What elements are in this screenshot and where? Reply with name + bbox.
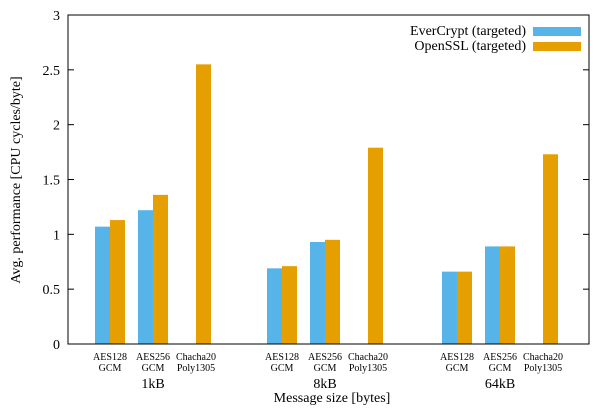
category-label: Poly1305 bbox=[177, 363, 215, 374]
legend-swatch-openssl bbox=[533, 42, 581, 51]
category-label: AES256 bbox=[308, 352, 342, 363]
category-label: Poly1305 bbox=[524, 363, 562, 374]
category-label: Chacha20 bbox=[176, 352, 216, 363]
category-label: GCM bbox=[314, 363, 337, 374]
bar-evercrypt bbox=[485, 246, 500, 344]
y-tick-label: 1 bbox=[53, 228, 60, 243]
legend-label-evercrypt: EverCrypt (targeted) bbox=[410, 24, 526, 39]
y-axis-title: Avg. performance [CPU cycles/byte] bbox=[9, 76, 24, 283]
bar-evercrypt bbox=[95, 226, 110, 344]
category-label: GCM bbox=[489, 363, 512, 374]
bar-openssl bbox=[282, 266, 297, 344]
x-axis-title: Message size [bytes] bbox=[274, 391, 391, 406]
category-label: AES256 bbox=[483, 352, 517, 363]
y-tick-label: 2.5 bbox=[43, 64, 61, 79]
bar-openssl bbox=[457, 271, 472, 344]
category-label: Chacha20 bbox=[523, 352, 563, 363]
category-label: Chacha20 bbox=[348, 352, 388, 363]
bar-openssl bbox=[196, 64, 211, 344]
legend: EverCrypt (targeted) OpenSSL (targeted) bbox=[410, 24, 581, 54]
y-axis: 0 0.5 1 1.5 2 2.5 3 bbox=[43, 9, 589, 353]
y-tick-label: 1.5 bbox=[43, 174, 61, 189]
bar-openssl bbox=[110, 220, 125, 344]
y-tick-label: 3 bbox=[53, 9, 60, 24]
bar-openssl bbox=[325, 239, 340, 344]
bar-evercrypt bbox=[267, 268, 282, 344]
x-axis-labels: AES128GCMAES256GCMChacha20Poly13051kBAES… bbox=[93, 352, 563, 392]
group-label: 1kB bbox=[141, 377, 164, 392]
bar-openssl bbox=[153, 194, 168, 344]
category-label: GCM bbox=[446, 363, 469, 374]
category-label: Poly1305 bbox=[349, 363, 387, 374]
group-label: 64kB bbox=[485, 377, 515, 392]
bar-openssl bbox=[368, 147, 383, 344]
y-tick-label: 2 bbox=[53, 119, 60, 134]
legend-swatch-evercrypt bbox=[533, 27, 581, 36]
category-label: AES128 bbox=[93, 352, 127, 363]
bar-evercrypt bbox=[138, 210, 153, 344]
y-tick-label: 0 bbox=[53, 338, 60, 353]
bar-openssl bbox=[500, 246, 515, 344]
category-label: GCM bbox=[99, 363, 122, 374]
bar-evercrypt bbox=[310, 242, 325, 344]
category-label: AES128 bbox=[265, 352, 299, 363]
legend-label-openssl: OpenSSL (targeted) bbox=[414, 39, 526, 54]
category-label: GCM bbox=[271, 363, 294, 374]
bar-openssl bbox=[543, 154, 558, 344]
category-label: AES128 bbox=[440, 352, 474, 363]
bar-evercrypt bbox=[442, 271, 457, 344]
group-label: 8kB bbox=[313, 377, 336, 392]
plot-frame bbox=[67, 14, 590, 345]
category-label: AES256 bbox=[136, 352, 170, 363]
bars bbox=[95, 64, 558, 344]
y-tick-label: 0.5 bbox=[43, 283, 61, 298]
category-label: GCM bbox=[142, 363, 165, 374]
